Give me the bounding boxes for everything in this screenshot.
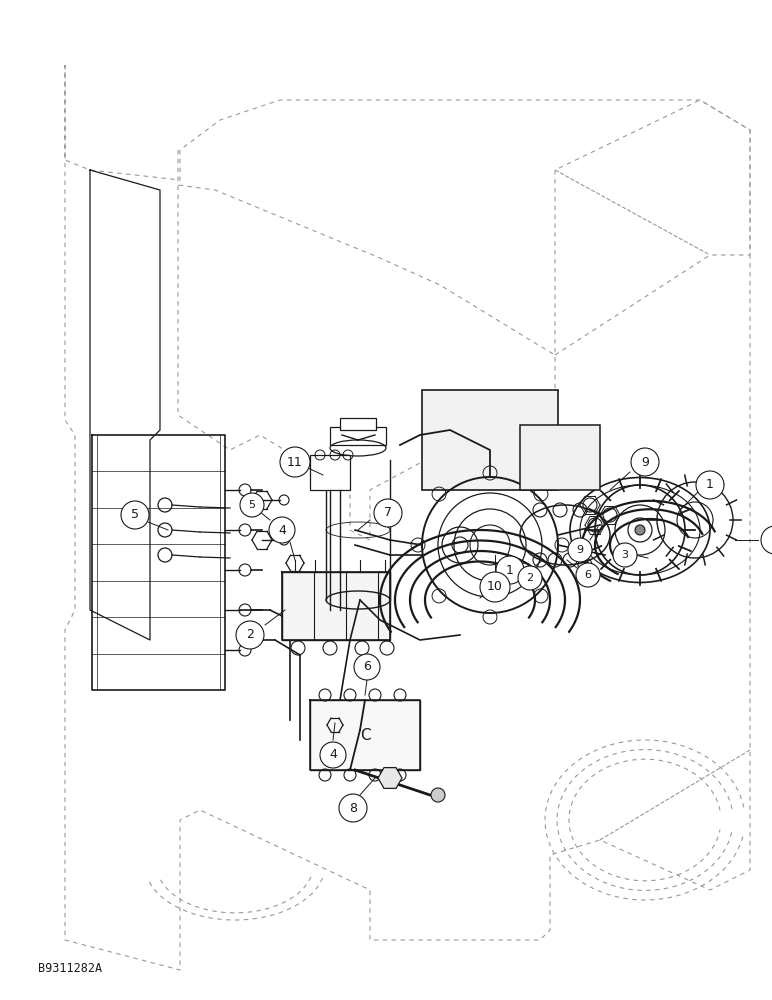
Circle shape (576, 563, 600, 587)
Text: 10: 10 (487, 580, 503, 593)
Circle shape (496, 556, 524, 584)
Circle shape (374, 499, 402, 527)
Circle shape (320, 742, 346, 768)
Bar (520, 425, 600, 490)
Text: 1: 1 (706, 479, 714, 491)
Text: 3: 3 (771, 534, 772, 546)
Circle shape (518, 566, 542, 590)
Bar (422, 390, 558, 490)
Circle shape (696, 471, 724, 499)
Circle shape (354, 654, 380, 680)
Text: 5: 5 (131, 508, 139, 522)
Circle shape (240, 493, 264, 517)
Text: 8: 8 (349, 802, 357, 814)
Text: 3: 3 (621, 550, 628, 560)
Circle shape (431, 788, 445, 802)
Bar (340, 418, 376, 430)
Text: 9: 9 (577, 545, 584, 555)
Text: 4: 4 (329, 748, 337, 762)
Circle shape (635, 525, 645, 535)
Polygon shape (310, 700, 420, 770)
Polygon shape (378, 768, 402, 788)
Circle shape (480, 572, 510, 602)
Polygon shape (282, 572, 390, 640)
Text: 2: 2 (527, 573, 533, 583)
Bar (310, 455, 350, 490)
Circle shape (761, 526, 772, 554)
Text: 11: 11 (287, 456, 303, 468)
Text: C: C (360, 728, 371, 742)
Circle shape (121, 501, 149, 529)
Text: 2: 2 (246, 629, 254, 642)
Text: 6: 6 (363, 660, 371, 674)
Text: B9311282A: B9311282A (38, 962, 102, 974)
Circle shape (613, 543, 637, 567)
Circle shape (631, 448, 659, 476)
Circle shape (269, 517, 295, 543)
Text: 9: 9 (641, 456, 649, 468)
Text: 4: 4 (278, 524, 286, 536)
Text: 7: 7 (384, 506, 392, 520)
Circle shape (568, 538, 592, 562)
Circle shape (339, 794, 367, 822)
Text: 6: 6 (584, 570, 591, 580)
Text: 1: 1 (506, 564, 514, 576)
Text: 5: 5 (249, 500, 256, 510)
Circle shape (236, 621, 264, 649)
Bar (330, 427, 386, 445)
Circle shape (280, 447, 310, 477)
